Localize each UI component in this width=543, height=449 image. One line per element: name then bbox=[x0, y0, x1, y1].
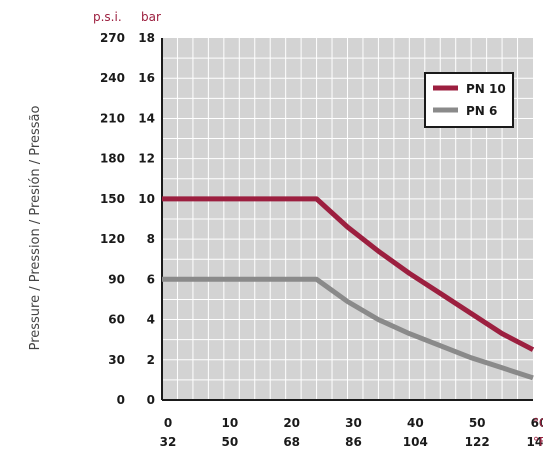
grid-lines bbox=[162, 38, 533, 400]
legend-label-pn10: PN 10 bbox=[466, 82, 506, 96]
x-tick-label-c: 50 bbox=[469, 416, 486, 430]
y-tick-label-bar: 12 bbox=[138, 152, 155, 166]
x-tick-label-f: 50 bbox=[221, 435, 238, 449]
y-unit-bar: bar bbox=[141, 10, 161, 24]
y-tick-label-psi: 90 bbox=[108, 272, 125, 286]
y-tick-label-psi: 210 bbox=[100, 111, 125, 125]
x-tick-label-c: 60 bbox=[531, 416, 543, 430]
y-tick-label-bar: 6 bbox=[147, 272, 155, 286]
y-tick-label-psi: 150 bbox=[100, 192, 125, 206]
series-line-pn6 bbox=[162, 276, 534, 381]
x-tick-label-f: 32 bbox=[160, 435, 177, 449]
y-tick-label-psi: 180 bbox=[100, 152, 125, 166]
y-tick-label-psi: 60 bbox=[108, 313, 125, 327]
x-tick-label-c: 20 bbox=[283, 416, 300, 430]
y-tick-label-bar: 2 bbox=[147, 353, 155, 367]
x-tick-label-f: 68 bbox=[283, 435, 300, 449]
y-tick-label-bar: 16 bbox=[138, 71, 155, 85]
y-tick-label-psi: 30 bbox=[108, 353, 125, 367]
x-tick-label-c: 10 bbox=[221, 416, 238, 430]
x-tick-label-c: 0 bbox=[164, 416, 172, 430]
y-tick-label-bar: 18 bbox=[138, 31, 155, 45]
x-tick-label-f: 104 bbox=[403, 435, 428, 449]
legend: PN 10 PN 6 bbox=[424, 72, 514, 128]
x-tick-label-f: 122 bbox=[465, 435, 490, 449]
y-axis-label: Pressure / Pression / Presión / Pressão bbox=[28, 106, 43, 351]
y-tick-label-psi: 270 bbox=[100, 31, 125, 45]
x-tick-label-c: 30 bbox=[345, 416, 362, 430]
y-tick-label-bar: 14 bbox=[138, 111, 155, 125]
y-tick-label-psi: 240 bbox=[100, 71, 125, 85]
x-unit-c: °C bbox=[533, 416, 543, 430]
legend-box bbox=[424, 72, 514, 128]
series-group bbox=[162, 196, 535, 381]
tick-labels: 0102030405060325068861041221400246810121… bbox=[100, 31, 543, 449]
y-unit-psi: p.s.i. bbox=[93, 10, 122, 24]
x-tick-label-f: 140 bbox=[526, 435, 543, 449]
y-tick-label-bar: 8 bbox=[147, 232, 155, 246]
y-tick-label-bar: 10 bbox=[138, 192, 155, 206]
y-tick-label-bar: 4 bbox=[147, 313, 155, 327]
y-tick-label-psi: 0 bbox=[117, 393, 125, 407]
y-tick-label-psi: 120 bbox=[100, 232, 125, 246]
x-unit-f: °F bbox=[533, 435, 543, 449]
x-tick-label-c: 40 bbox=[407, 416, 424, 430]
x-tick-label-f: 86 bbox=[345, 435, 362, 449]
y-tick-label-bar: 0 bbox=[147, 393, 155, 407]
series-line-pn10 bbox=[162, 196, 535, 352]
legend-label-pn6: PN 6 bbox=[466, 104, 497, 118]
